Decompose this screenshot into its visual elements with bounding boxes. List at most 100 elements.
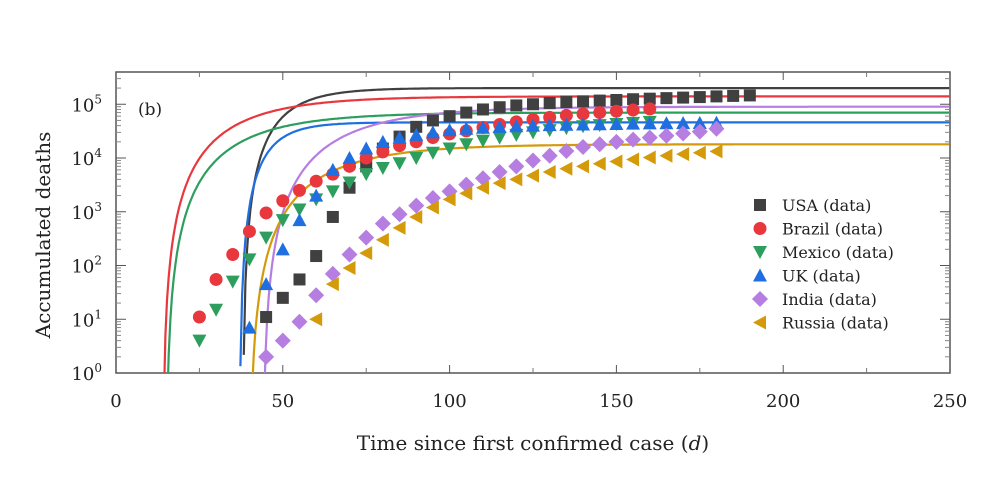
y-tick-exponent: 5 (94, 92, 102, 106)
data-point-russia (375, 232, 389, 247)
data-point-uk (292, 213, 307, 227)
data-point-mexico (192, 334, 207, 348)
y-tick-label: 101 (71, 307, 102, 331)
data-point-usa (493, 101, 506, 114)
data-point-india (625, 131, 642, 148)
data-point-russia (592, 156, 606, 171)
legend-label-mexico: Mexico (data) (782, 243, 894, 262)
data-point-russia (609, 154, 623, 169)
data-point-brazil (226, 248, 240, 262)
data-point-russia (425, 200, 439, 215)
data-point-india (274, 332, 291, 349)
data-point-uk (309, 188, 324, 202)
fit-line-mexico (167, 111, 950, 373)
data-point-brazil (242, 224, 256, 238)
legend-marker-russia (753, 315, 766, 330)
data-point-russia (359, 246, 373, 261)
legend-label-india: India (data) (782, 290, 877, 309)
data-point-uk (642, 116, 657, 130)
data-point-brazil (309, 174, 323, 188)
data-point-mexico (292, 203, 307, 217)
data-point-russia (392, 220, 406, 235)
data-point-brazil (609, 104, 623, 118)
data-point-uk (609, 116, 624, 130)
data-point-uk (242, 320, 257, 334)
data-point-india (491, 163, 508, 180)
data-point-uk (359, 141, 374, 155)
data-point-brazil (376, 145, 390, 159)
data-point-india (324, 265, 341, 282)
data-point-india (675, 125, 692, 142)
data-point-india (291, 313, 308, 330)
fit-line-usa (242, 87, 950, 355)
data-point-uk (559, 117, 574, 131)
data-point-usa (426, 114, 439, 127)
data-point-russia (409, 209, 423, 224)
data-point-uk (342, 151, 357, 164)
data-point-usa (410, 120, 423, 133)
data-point-brazil (209, 272, 223, 286)
data-point-brazil (593, 106, 607, 120)
data-point-usa (476, 103, 489, 116)
y-tick-exponent: 0 (94, 361, 102, 375)
y-tick-exponent: 3 (94, 200, 102, 214)
data-point-mexico (225, 275, 240, 289)
y-tick-base: 10 (71, 95, 94, 116)
data-point-india (541, 147, 558, 164)
x-axis-title-close: ) (701, 431, 709, 455)
data-point-usa (643, 92, 656, 105)
y-tick-label: 105 (71, 92, 102, 116)
x-axis-title: Time since first confirmed case (d) (357, 431, 709, 455)
data-point-uk (626, 116, 641, 130)
data-point-india (641, 129, 658, 146)
data-point-usa (743, 89, 756, 102)
legend-marker-india (752, 291, 768, 307)
x-axis-title-var: d (689, 431, 702, 455)
data-point-brazil (259, 206, 273, 220)
legend: USA (data) Brazil (data) Mexico (data) UK (… (752, 196, 894, 333)
y-axis-title: Accumulated deaths (31, 132, 55, 340)
data-point-russia (676, 147, 690, 162)
data-point-uk (259, 277, 274, 291)
x-tick-label: 200 (766, 391, 800, 412)
data-point-usa (293, 273, 306, 286)
data-point-india (341, 246, 358, 263)
y-tick-exponent: 1 (94, 307, 102, 321)
data-point-uk (576, 117, 591, 131)
data-point-russia (642, 150, 656, 165)
data-point-usa (727, 89, 740, 102)
fit-line-india (263, 105, 950, 373)
data-point-russia (709, 144, 723, 159)
data-point-india (658, 127, 675, 144)
data-point-uk (526, 118, 540, 132)
data-point-india (608, 133, 625, 150)
data-point-usa (543, 97, 556, 110)
x-tick-label: 250 (933, 391, 967, 412)
legend-label-uk: UK (data) (782, 267, 861, 286)
data-point-brazil (576, 107, 590, 121)
fit-line-brazil (163, 95, 950, 373)
data-point-mexico (342, 176, 357, 190)
data-point-brazil (276, 194, 290, 208)
data-point-mexico (242, 253, 257, 267)
data-point-india (708, 120, 725, 137)
data-point-russia (626, 152, 640, 167)
x-tick-label: 150 (599, 391, 633, 412)
data-point-mexico (459, 138, 474, 152)
data-point-usa (710, 90, 723, 103)
data-point-usa (677, 91, 690, 104)
data-point-usa (593, 94, 606, 107)
legend-marker-brazil (753, 222, 767, 235)
data-point-usa (510, 99, 523, 112)
data-point-usa (260, 311, 273, 324)
data-point-mexico (475, 134, 490, 148)
data-point-uk (409, 127, 424, 141)
x-tick-label: 0 (110, 391, 121, 412)
axes-frame-layer (115, 71, 951, 374)
data-point-uk (492, 119, 507, 133)
data-point-uk (509, 119, 524, 133)
data-point-mexico (442, 142, 457, 156)
data-point-russia (309, 312, 323, 327)
